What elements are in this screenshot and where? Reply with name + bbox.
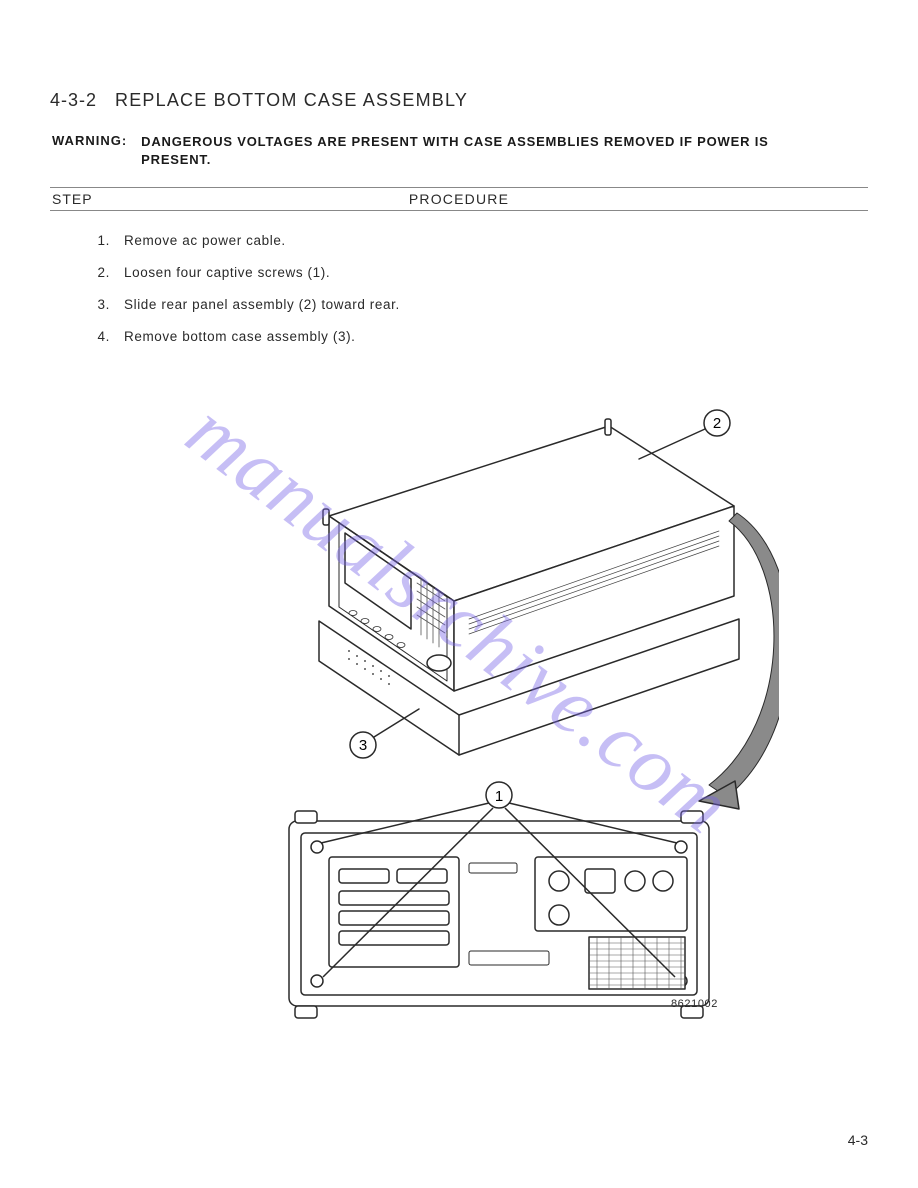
figure-code: 8621002 <box>671 998 718 1010</box>
column-step-label: STEP <box>52 191 93 207</box>
section-header: 4-3-2 REPLACE BOTTOM CASE ASSEMBLY <box>50 90 868 111</box>
step-item: 1. Remove ac power cable. <box>92 233 868 248</box>
step-text: Loosen four captive screws (1). <box>124 265 330 280</box>
column-header-row: STEP PROCEDURE <box>50 187 868 211</box>
warning-text: DANGEROUS VOLTAGES ARE PRESENT WITH CASE… <box>141 133 841 169</box>
step-item: 2. Loosen four captive screws (1). <box>92 265 868 280</box>
step-text: Remove ac power cable. <box>124 233 286 248</box>
step-text: Slide rear panel assembly (2) toward rea… <box>124 297 400 312</box>
page-number: 4-3 <box>848 1132 868 1148</box>
figure-diagram: 2 3 1 <box>50 361 868 1026</box>
warning-label: WARNING: <box>52 133 127 148</box>
step-item: 3. Slide rear panel assembly (2) toward … <box>92 297 868 312</box>
step-item: 4. Remove bottom case assembly (3). <box>92 329 868 344</box>
procedure-steps: 1. Remove ac power cable. 2. Loosen four… <box>92 233 868 344</box>
step-number: 3. <box>92 297 110 312</box>
step-text: Remove bottom case assembly (3). <box>124 329 356 344</box>
step-number: 4. <box>92 329 110 344</box>
section-number: 4-3-2 <box>50 90 97 111</box>
callout-1: 1 <box>495 788 503 805</box>
section-title: REPLACE BOTTOM CASE ASSEMBLY <box>115 90 468 111</box>
column-procedure-label: PROCEDURE <box>50 191 868 207</box>
step-number: 1. <box>92 233 110 248</box>
callout-2: 2 <box>713 415 721 432</box>
step-number: 2. <box>92 265 110 280</box>
warning-block: WARNING: DANGEROUS VOLTAGES ARE PRESENT … <box>52 133 868 169</box>
callout-3: 3 <box>359 737 367 754</box>
device-illustration-svg: 2 3 1 <box>139 361 779 1021</box>
